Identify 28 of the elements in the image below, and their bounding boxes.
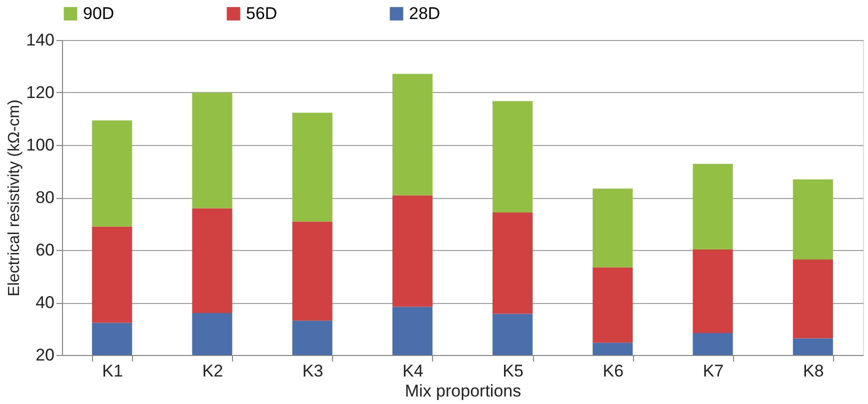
x-tick-label: K3 [302,362,324,380]
y-tick-label: 80 [36,188,54,207]
bar [492,101,533,212]
x-axis-title: Mix proportions [404,382,522,400]
y-tick-label: 40 [36,293,54,312]
y-axis-title: Electrical resistivity (kΩ-cm) [6,100,24,296]
legend-label: 90D [83,4,114,23]
bar [792,179,833,260]
bar [692,164,733,250]
y-tick-label: 20 [36,346,54,364]
x-tick-label: K4 [402,362,424,380]
x-tick-label: K7 [702,362,724,380]
legend-label: 56D [246,4,278,23]
x-tick-label: K1 [102,362,123,380]
bar [92,120,132,227]
bar [192,92,232,208]
x-tick-label: K5 [502,362,524,380]
y-tick-label: 60 [36,240,54,260]
legend-label: 28D [409,4,440,23]
x-tick-label: K6 [602,362,624,380]
x-tick-label: K8 [803,362,824,380]
bar [592,188,633,268]
y-tick-label: 100 [26,136,54,154]
y-tick-label: 140 [26,30,54,50]
bar [292,112,332,222]
y-tick-label: 120 [26,83,54,102]
bar [392,74,432,196]
x-tick-label: K2 [202,362,224,380]
